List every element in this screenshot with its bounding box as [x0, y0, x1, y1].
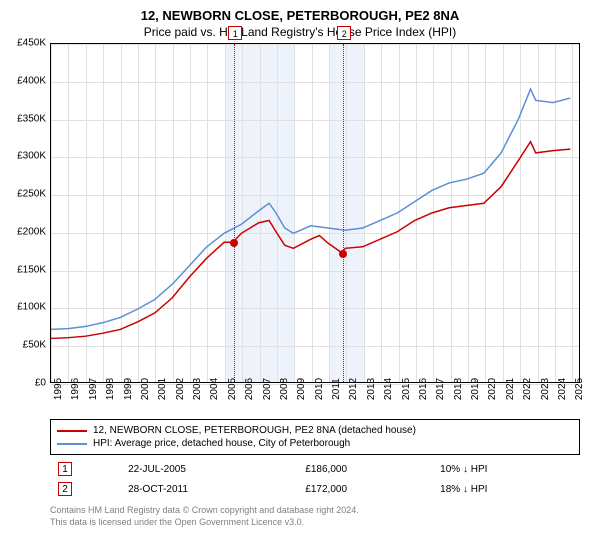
series-line	[51, 89, 570, 329]
sale-marker-line: 2	[343, 44, 344, 382]
legend-label: HPI: Average price, detached house, City…	[93, 438, 350, 449]
sale-idx-badge: 2	[58, 482, 72, 496]
y-tick-label: £50K	[10, 340, 46, 351]
x-tick-label: 1999	[123, 378, 134, 400]
sale-diff-cell: 10% ↓ HPI	[432, 459, 580, 479]
x-tick-label: 2001	[157, 378, 168, 400]
sale-idx-cell: 1	[50, 459, 120, 479]
plot-area: 12	[50, 43, 580, 383]
y-tick-label: £150K	[10, 264, 46, 275]
y-tick-label: £350K	[10, 113, 46, 124]
chart-area: £0 £50K £100K £150K £200K £250K £300K £350K £400…	[10, 43, 590, 413]
x-tick-label: 2020	[487, 378, 498, 400]
sale-marker-dot	[339, 250, 347, 258]
x-tick-label: 2014	[383, 378, 394, 400]
x-tick-label: 2011	[331, 378, 342, 400]
legend-swatch	[57, 443, 87, 445]
y-tick-label: £100K	[10, 302, 46, 313]
line-svg	[51, 44, 579, 382]
table-row: 1 22-JUL-2005£186,00010% ↓ HPI	[50, 459, 580, 479]
y-tick-label: £450K	[10, 38, 46, 49]
footnote: Contains HM Land Registry data © Crown c…	[50, 505, 590, 528]
legend-row: HPI: Average price, detached house, City…	[57, 437, 573, 450]
legend-box: 12, NEWBORN CLOSE, PETERBOROUGH, PE2 8NA…	[50, 419, 580, 455]
x-tick-label: 1997	[88, 378, 99, 400]
x-tick-label: 1998	[105, 378, 116, 400]
chart-subtitle: Price paid vs. HM Land Registry's House …	[0, 23, 600, 43]
x-tick-label: 2004	[209, 378, 220, 400]
sale-diff-cell: 18% ↓ HPI	[432, 479, 580, 499]
x-tick-label: 2024	[557, 378, 568, 400]
sale-marker-dot	[230, 239, 238, 247]
x-tick-label: 1996	[70, 378, 81, 400]
x-tick-label: 2006	[244, 378, 255, 400]
x-tick-label: 2019	[470, 378, 481, 400]
x-tick-label: 2025	[574, 378, 585, 400]
y-tick-label: £400K	[10, 75, 46, 86]
x-tick-label: 1995	[53, 378, 64, 400]
x-tick-label: 2023	[540, 378, 551, 400]
x-tick-label: 2016	[418, 378, 429, 400]
x-tick-label: 2022	[522, 378, 533, 400]
x-tick-label: 2017	[435, 378, 446, 400]
legend-label: 12, NEWBORN CLOSE, PETERBOROUGH, PE2 8NA…	[93, 425, 416, 436]
x-tick-label: 2007	[262, 378, 273, 400]
legend-swatch	[57, 430, 87, 432]
x-tick-label: 2013	[366, 378, 377, 400]
sale-date-cell: 28-OCT-2011	[120, 479, 297, 499]
x-tick-label: 2008	[279, 378, 290, 400]
sale-marker-label: 1	[228, 26, 242, 40]
sale-idx-badge: 1	[58, 462, 72, 476]
chart-container: 12, NEWBORN CLOSE, PETERBOROUGH, PE2 8NA…	[0, 0, 600, 560]
x-tick-label: 2003	[192, 378, 203, 400]
sales-table: 1 22-JUL-2005£186,00010% ↓ HPI 2 28-OCT-201…	[50, 459, 580, 499]
x-tick-label: 2010	[314, 378, 325, 400]
x-tick-label: 2002	[175, 378, 186, 400]
y-tick-label: £300K	[10, 151, 46, 162]
sale-price-cell: £186,000	[297, 459, 432, 479]
chart-title: 12, NEWBORN CLOSE, PETERBOROUGH, PE2 8NA	[0, 0, 600, 23]
sale-marker-label: 2	[337, 26, 351, 40]
x-tick-label: 2015	[401, 378, 412, 400]
x-tick-label: 2005	[227, 378, 238, 400]
sale-price-cell: £172,000	[297, 479, 432, 499]
sale-idx-cell: 2	[50, 479, 120, 499]
sale-marker-line: 1	[234, 44, 235, 382]
x-tick-label: 2021	[505, 378, 516, 400]
y-tick-label: £200K	[10, 226, 46, 237]
x-tick-label: 2009	[296, 378, 307, 400]
sale-date-cell: 22-JUL-2005	[120, 459, 297, 479]
series-line	[51, 142, 570, 339]
x-tick-label: 2018	[453, 378, 464, 400]
legend-row: 12, NEWBORN CLOSE, PETERBOROUGH, PE2 8NA…	[57, 424, 573, 437]
y-tick-label: £0	[10, 378, 46, 389]
x-tick-label: 2000	[140, 378, 151, 400]
footnote-line-1: Contains HM Land Registry data © Crown c…	[50, 505, 590, 517]
x-tick-label: 2012	[348, 378, 359, 400]
y-tick-label: £250K	[10, 189, 46, 200]
table-row: 2 28-OCT-2011£172,00018% ↓ HPI	[50, 479, 580, 499]
footnote-line-2: This data is licensed under the Open Gov…	[50, 517, 590, 529]
